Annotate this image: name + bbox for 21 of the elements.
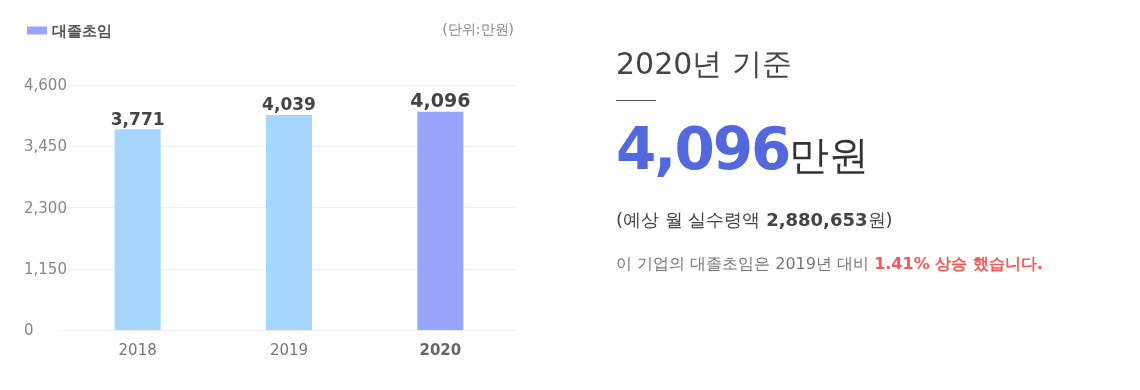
text: 1.41% 상승 했습니다. — [874, 254, 1043, 273]
x-tick-label: 2018 — [118, 340, 157, 359]
text: 3,771 — [110, 108, 165, 129]
text: (단위:만원) — [442, 21, 514, 37]
y-tick-label: 2,300 — [24, 198, 67, 217]
text: 이 기업의 대졸초임은 2019년 대비 — [616, 254, 871, 273]
text: 만원 — [789, 132, 870, 178]
text: 원) — [867, 209, 893, 230]
y-tick-label: 3,450 — [24, 137, 67, 156]
text: (예상 월 실수령액 — [616, 209, 762, 230]
text: 2,880,653 — [766, 209, 868, 230]
y-tick-label: 1,150 — [24, 259, 67, 278]
y-tick-label: 0 — [24, 321, 34, 339]
text: 2020년 기준 — [616, 45, 793, 83]
text: 4,096 — [410, 89, 471, 112]
text: 4,096 — [616, 115, 790, 183]
x-tick-label: 2019 — [269, 340, 309, 359]
y-tick-label: 4,600 — [24, 76, 67, 94]
legend-label: 대졸초임 — [52, 21, 112, 40]
x-tick-label: 2020 — [419, 340, 462, 359]
text: 4,039 — [262, 94, 316, 115]
